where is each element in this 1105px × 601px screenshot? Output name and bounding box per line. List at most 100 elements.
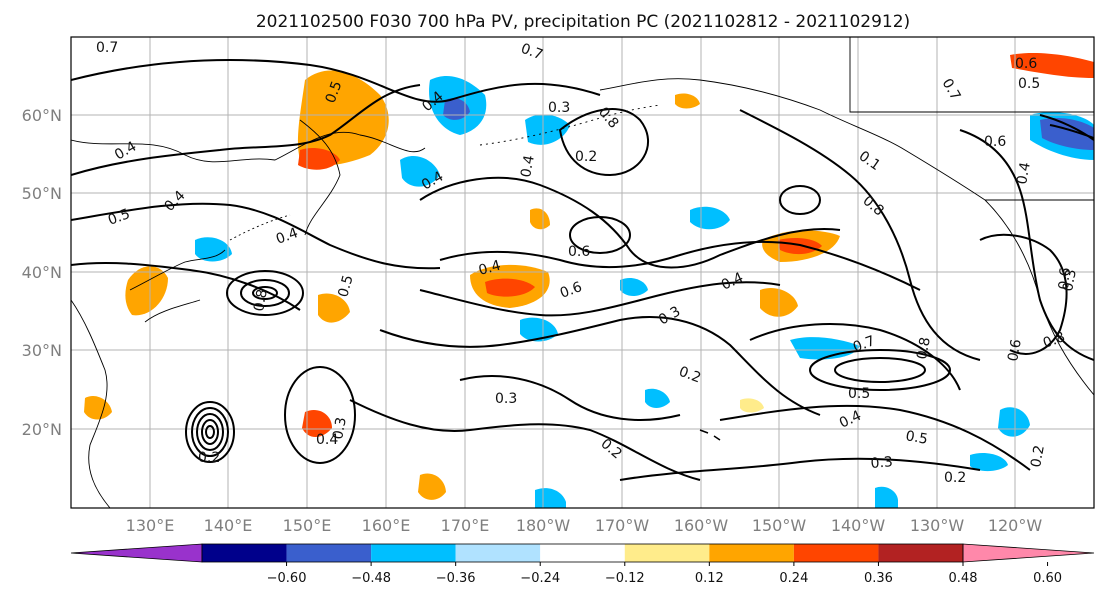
pv-contours <box>71 59 1094 481</box>
asia-coastline <box>71 131 426 163</box>
colorbar: −0.60 −0.48 −0.36 −0.24 −0.12 0.12 0.24 0.36 0.4… <box>70 543 1095 586</box>
aleutian-islands <box>479 104 661 146</box>
map-frame <box>70 36 1095 509</box>
colorbar-swatch <box>624 544 710 562</box>
light-blue-shaded-area <box>970 453 1008 472</box>
map-title: 2021102500 F030 700 hPa PV, precipitatio… <box>256 12 910 32</box>
orange-shaded-area <box>530 208 550 230</box>
longitude-labels: 130°E 140°E 150°E 160°E 170°E 180°W 170°… <box>126 516 1043 535</box>
contour-label: 0.2 <box>575 149 597 165</box>
contour-label: 0.5 <box>323 79 346 105</box>
contour-label: 0.7 <box>519 41 545 64</box>
pv-contour-line <box>558 108 650 177</box>
red-orange-shaded-area <box>1010 52 1094 78</box>
longitude-label: 160°W <box>674 516 729 535</box>
map-area: 0.7 0.5 0.4 0.5 0.4 0.4 0.8 0.5 0.4 0.7 … <box>70 36 1095 509</box>
pv-contour-line <box>834 357 926 383</box>
latitude-label: 60°N <box>22 106 62 125</box>
latitude-label: 30°N <box>22 341 62 360</box>
latitude-label: 50°N <box>22 184 62 203</box>
colorbar-tick-label: −0.12 <box>605 571 645 586</box>
longitude-label: 130°W <box>910 516 965 535</box>
contour-label-background <box>93 39 125 55</box>
pv-contour-line <box>349 399 701 481</box>
pv-contour-line <box>196 413 224 451</box>
latitude-labels: 60°N 50°N 40°N 30°N 20°N <box>22 106 62 439</box>
pv-contour-line <box>205 425 215 439</box>
orange-shaded-area <box>675 93 700 109</box>
pv-contour-line <box>226 270 304 316</box>
contour-label: 0.4 <box>316 432 338 448</box>
colorbar-swatch <box>202 544 287 562</box>
contour-label: 0.3 <box>330 416 350 441</box>
longitude-label: 140°E <box>204 516 253 535</box>
colorbar-swatch <box>540 544 625 562</box>
pv-contour-line <box>201 419 219 445</box>
longitude-label: 170°W <box>595 516 650 535</box>
contour-label: 0.2 <box>1028 444 1048 469</box>
contour-label: 0.2 <box>677 364 703 387</box>
red-orange-shaded-area <box>778 238 822 255</box>
colorbar-tick-label: 0.24 <box>779 571 808 586</box>
japan-coastline <box>129 249 226 323</box>
contour-label: 0.4 <box>518 154 538 179</box>
pv-contour-line <box>240 279 290 307</box>
light-blue-shaded-area <box>520 317 558 342</box>
orange-shaded-area <box>302 409 332 437</box>
canada-border <box>849 37 1094 201</box>
contour-label: 0.6 <box>1015 56 1037 72</box>
colorbar-extend-high <box>962 543 1095 563</box>
contour-label: 0.7 <box>851 333 877 356</box>
orange-shaded-area <box>125 266 168 316</box>
contour-label: 0.6 <box>984 134 1006 150</box>
colorbar-tick-label: 0.60 <box>1033 571 1062 586</box>
colorbar-tick-label: 0.48 <box>949 571 978 586</box>
colorbar-tick-label: −0.48 <box>351 571 391 586</box>
light-blue-shaded-area <box>400 155 440 187</box>
contour-label: 0.7 <box>96 40 118 56</box>
pv-contour-line <box>459 375 681 421</box>
contour-label: 0.2 <box>198 450 220 466</box>
contour-label: 0.3 <box>495 391 517 407</box>
light-blue-shaded-area <box>690 206 730 230</box>
pv-contour-line <box>979 233 1068 355</box>
hawaii-islands <box>699 429 721 441</box>
orange-shaded-area <box>418 473 446 500</box>
contour-label: 0.8 <box>1041 329 1067 352</box>
longitude-label: 120°W <box>988 516 1043 535</box>
contour-label: 0.8 <box>914 336 934 361</box>
colorbar-tick-label: −0.60 <box>267 571 307 586</box>
pv-contour-line <box>71 202 441 270</box>
contour-label: 0.2 <box>944 470 966 486</box>
contour-label: 0.6 <box>558 279 584 302</box>
pv-contour-line <box>619 457 981 481</box>
contour-label: 0.3 <box>870 454 894 472</box>
colorbar-extend-low <box>70 543 203 563</box>
colorbar-swatch <box>286 544 372 562</box>
pv-contour-line <box>185 401 235 463</box>
pv-contour-line <box>439 240 921 291</box>
pv-contour-line <box>379 316 821 416</box>
colorbar-tick-label: 0.12 <box>695 571 724 586</box>
pv-contour-line <box>959 129 1094 361</box>
colorbar-frame <box>201 543 964 563</box>
light-yellow-shaded-area <box>740 398 764 413</box>
pv-contour-line <box>71 59 601 103</box>
contour-label: 0.5 <box>904 428 929 448</box>
longitude-label: 160°E <box>362 516 411 535</box>
light-blue-shaded-area <box>620 278 648 296</box>
pv-contour-line <box>419 176 841 269</box>
pv-contour-line <box>569 216 631 254</box>
longitude-label: 170°E <box>441 516 490 535</box>
longitude-label: 180°W <box>516 516 571 535</box>
colorbar-swatch <box>878 544 963 562</box>
colorbar-swatch <box>793 544 879 562</box>
contour-label: 0.6 <box>1005 338 1025 363</box>
light-blue-shaded-area <box>875 486 898 508</box>
red-orange-shaded-area <box>298 148 340 170</box>
pv-contour-line <box>719 404 1031 471</box>
pv-contour-line <box>749 323 961 391</box>
longitude-label: 140°W <box>831 516 886 535</box>
pv-contour-line <box>419 281 781 317</box>
pv-contour-line <box>71 261 301 311</box>
